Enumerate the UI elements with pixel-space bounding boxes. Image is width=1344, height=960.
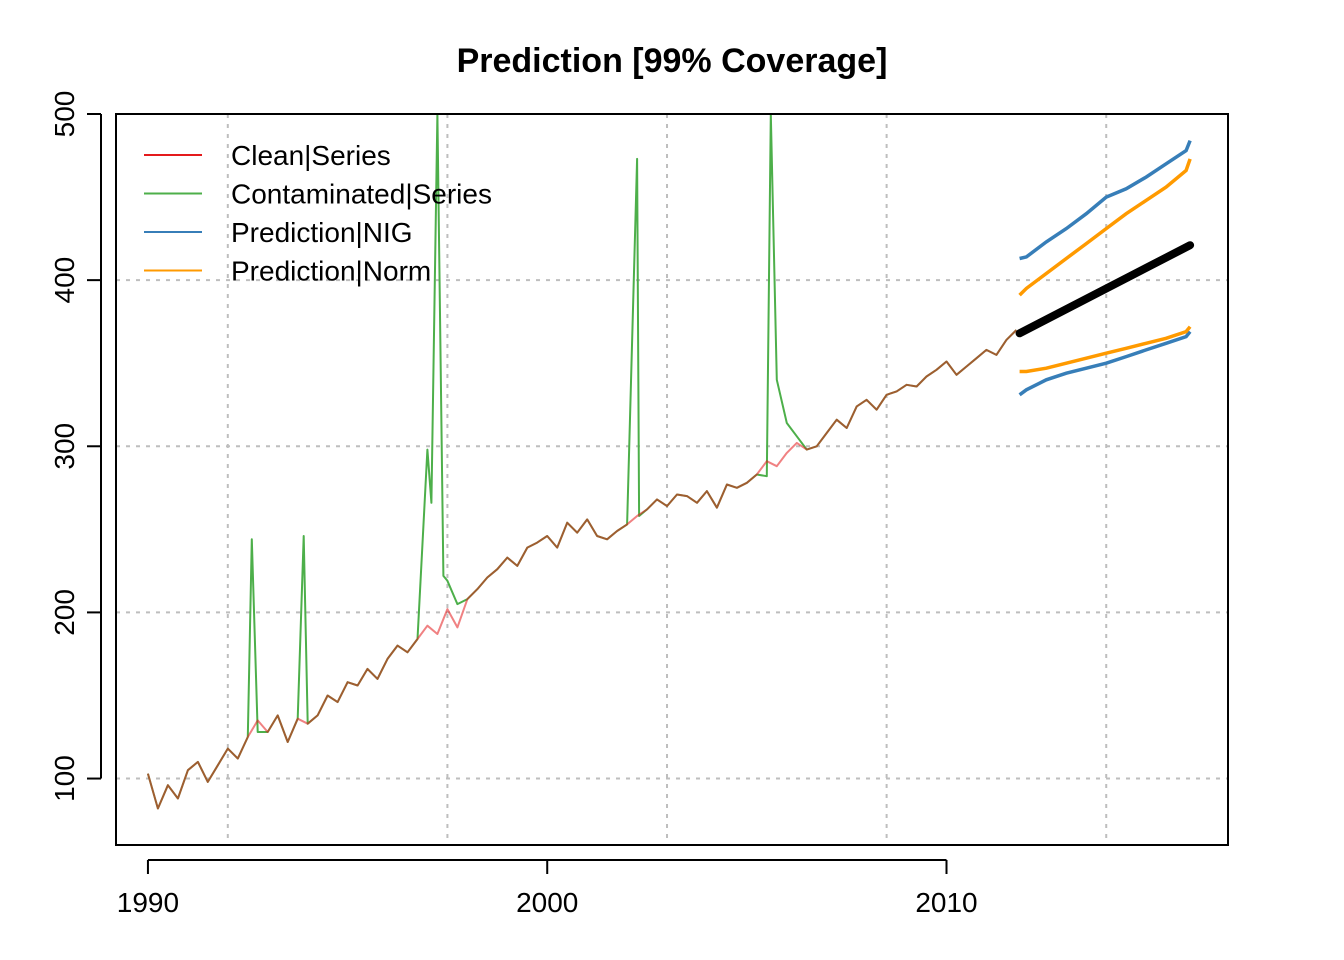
legend-label: Prediction|Norm — [231, 256, 431, 287]
series-layer — [146, 113, 1195, 810]
plot-frame — [115, 113, 1229, 846]
y-tick-label: 200 — [49, 589, 80, 636]
legend-label: Prediction|NIG — [231, 217, 413, 248]
y-tick-label: 300 — [49, 423, 80, 470]
y-tick-label: 400 — [49, 257, 80, 304]
legend: Clean|Series Contaminated|Series Predictio… — [144, 140, 492, 287]
chart-title: Prediction [99% Coverage] — [457, 42, 888, 80]
point-forecast-line — [1015, 241, 1195, 338]
grid-lines — [116, 113, 1228, 845]
clean-series-line — [146, 329, 1018, 810]
legend-item-clean-series: Clean|Series — [144, 140, 391, 171]
y-tick-label: 100 — [49, 755, 80, 802]
y-tick-label: 500 — [49, 91, 80, 138]
nig-lower-bound-line — [1018, 330, 1192, 397]
legend-label: Contaminated|Series — [231, 179, 492, 210]
legend-item-contaminated-series: Contaminated|Series — [144, 179, 492, 210]
x-tick-label: 2000 — [516, 887, 578, 918]
norm-lower-bound-line — [1019, 325, 1192, 374]
x-tick-label: 1990 — [117, 887, 179, 918]
legend-label: Clean|Series — [231, 140, 391, 171]
legend-item-prediction-nig: Prediction|NIG — [144, 217, 413, 248]
x-tick-label: 2010 — [915, 887, 977, 918]
nig-upper-bound-line — [1019, 139, 1192, 261]
norm-upper-bound-line — [1018, 158, 1192, 297]
x-axis: 1990 2000 2010 — [117, 859, 978, 918]
legend-item-prediction-norm: Prediction|Norm — [144, 256, 431, 287]
y-axis: 100 200 300 400 500 — [49, 91, 102, 802]
